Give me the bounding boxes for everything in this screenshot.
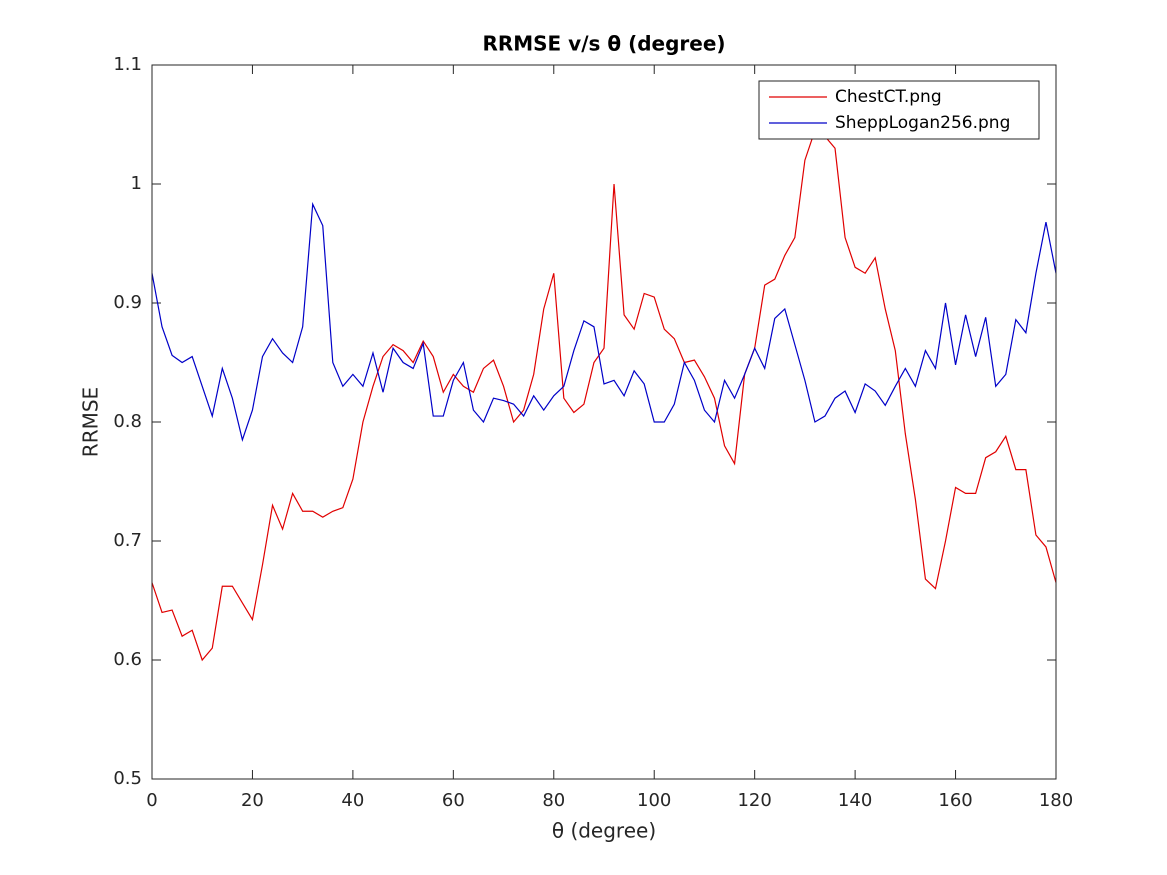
- x-tick-label: 0: [146, 790, 157, 811]
- data-line: [151, 129, 1057, 662]
- y-tick-label: 1: [131, 173, 142, 194]
- data-line: [151, 201, 1057, 443]
- y-tick-label: 1.1: [113, 54, 142, 75]
- x-tick-label: 60: [442, 790, 465, 811]
- x-tick-label: 40: [341, 790, 364, 811]
- x-tick-label: 80: [542, 790, 565, 811]
- chart-title: RRMSE v/s θ (degree): [482, 32, 725, 56]
- x-axis-label: θ (degree): [552, 819, 656, 843]
- x-tick-label: 180: [1039, 790, 1073, 811]
- legend-label: ChestCT.png: [835, 87, 942, 107]
- y-tick-label: 0.6: [113, 649, 142, 670]
- y-tick-label: 0.9: [113, 292, 142, 313]
- x-tick-label: 100: [637, 790, 671, 811]
- y-axis-label: RRMSE: [79, 387, 103, 457]
- y-tick-label: 0.8: [113, 411, 142, 432]
- y-tick-label: 0.5: [113, 768, 142, 789]
- x-tick-label: 140: [838, 790, 872, 811]
- plot-frame: [151, 64, 1057, 780]
- x-tick-label: 120: [737, 790, 771, 811]
- x-tick-label: 160: [938, 790, 972, 811]
- x-tick-label: 20: [241, 790, 264, 811]
- y-tick-label: 0.7: [113, 530, 142, 551]
- legend-box: [758, 80, 1040, 140]
- legend-label: SheppLogan256.png: [835, 113, 1010, 133]
